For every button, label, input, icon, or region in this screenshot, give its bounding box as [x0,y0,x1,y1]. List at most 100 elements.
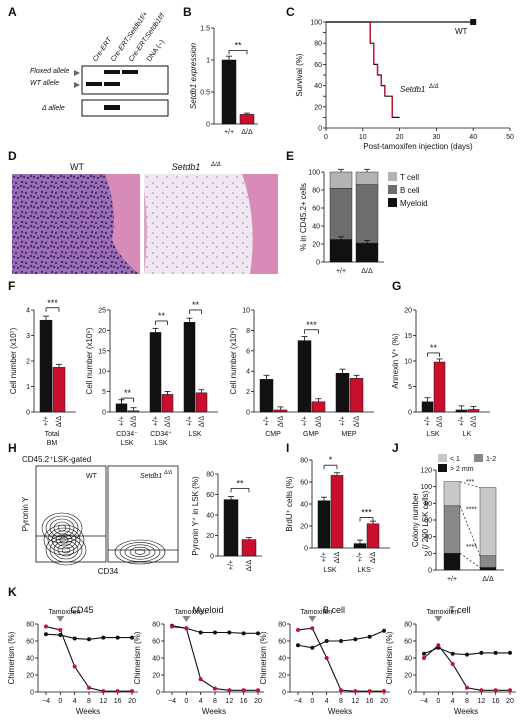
G-grp-wt-0: +/+ [425,416,432,426]
g-y-tick-label: 5 [408,384,412,391]
k3-y-tick-label: 0 [408,690,412,697]
h-contour-wt [45,515,79,541]
e-bar-0-0 [329,239,353,263]
h-label-ko-sup: Δ/Δ [163,470,173,476]
F2-grp-ko-2: Δ/Δ [199,416,206,428]
h-contour-ko [124,544,156,560]
g-y-label: Annexin V⁺ (%) [391,333,400,389]
panel-letter-e: E [286,149,294,163]
j-cat-1: Δ/Δ [482,576,494,583]
f3-y-tick-label: 4 [246,369,250,376]
e-legend-swatch-2 [388,198,397,207]
h-chart-y-tick-label: 20 [206,533,214,540]
c-y-label: Survival (%) [295,53,304,96]
e-legend-swatch-0 [388,172,397,181]
k0-point-0 [72,636,77,641]
k2-point-1 [296,627,300,632]
panel-letter-k: K [8,585,17,599]
panel-letter-a: A [8,5,17,19]
j-connector [459,481,481,488]
F1-cat-0: BM [47,440,58,447]
k2-x-tick-label: 12 [351,698,359,705]
k1-point-0 [213,630,217,635]
c-legend-ko: Setdb1 [400,85,425,94]
k0-point-0 [87,637,91,642]
k0-point-1 [44,624,48,629]
f3-y-tick-label: 10 [242,308,250,315]
k0-x-tick-label: 4 [73,698,77,705]
k0-tamoxifen-label: Tamoxifen [48,609,80,616]
F2-cat-1: LSK [154,440,168,447]
I-cat-0: LSK [323,567,337,574]
j-y-tick-label: 40 [424,534,432,541]
e-bar-0-1 [355,242,379,263]
k0-point-0 [58,633,63,638]
gel-label-delta: Δ allele [41,105,65,112]
gel-lane-label-3: DNA (–) [146,39,166,63]
k1-y-label: Chimerism (%) [133,631,142,684]
F2-grp-wt-2: +/+ [187,416,194,426]
F2-bar-ko-2 [195,392,208,413]
b-y-label: Setdb1 expression [189,42,198,109]
k3-y-tick-label: 20 [404,673,412,680]
j-legend-swatch-0 [438,454,447,462]
k2-point-0 [296,643,300,648]
k3-y-tick-label: 80 [404,622,412,629]
h-contour-wt [43,524,85,556]
d-bone-ko-left [144,174,147,274]
j-bar-2-0 [443,481,461,507]
j-sig-1: **** [466,507,477,514]
i-y-tick-label: 20 [300,524,308,531]
k0-point-1 [101,689,106,694]
j-legend-swatch-2 [438,464,447,472]
c-y-tick-label: 80 [314,41,322,48]
F1-grp-ko-0: Δ/Δ [56,416,63,428]
g-y-tick-label: 20 [404,308,412,315]
k3-point-1 [508,688,512,693]
I-grp-wt-0: +/+ [321,552,328,562]
b-bar-ko [239,114,255,125]
I-sig-0: * [329,455,333,465]
k2-y-tick-label: 0 [282,690,286,697]
f2-y-label: Cell number (x10⁵) [85,327,94,394]
k0-x-tick-label: 16 [114,698,122,705]
F3-grp-ko-2: Δ/Δ [354,416,361,428]
gel-label-wt: WT allele [30,80,59,87]
F2-sig-0: ** [124,388,132,398]
j-sig-0: *** [466,479,474,486]
k1-point-1 [184,626,189,631]
k3-x-tick-label: 20 [506,698,514,705]
j-bar-1-0 [443,505,461,554]
f1-y-tick-label: 4 [26,308,30,315]
k2-point-0 [382,628,386,633]
c-y-tick-label: 60 [314,62,322,69]
k3-point-1 [436,643,441,648]
G-grp-ko-0: Δ/Δ [437,416,444,428]
e-chart-y-tick-label: 100 [308,170,320,177]
h-contour-wt [51,530,77,550]
d-label-ko: Setdb1 [172,162,201,172]
b-bar-wt [221,59,237,125]
e-legend-swatch-1 [388,185,397,194]
F3-cat-1: GMP [303,431,319,438]
I-bar-ko-0 [330,475,344,549]
F2-grp-ko-0: Δ/Δ [131,416,138,428]
k2-x-tick-label: 20 [380,698,388,705]
F2-grp-ko-1: Δ/Δ [165,416,172,428]
k1-y-tick-label: 40 [152,656,160,663]
F1-bar-wt-0 [39,319,53,413]
k2-y-label: Chimerism (%) [259,631,268,684]
h-chart-y-tick-label: 0 [210,554,214,561]
G-cat-0: LSK [426,431,440,438]
j-y-tick-label: 60 [424,518,432,525]
k2-tamoxifen-label: Tamoxifen [300,609,332,616]
h-label-ko: Setdb1 [140,473,162,480]
F3-grp-ko-0: Δ/Δ [278,416,285,428]
F2-cat-0: LSK [120,440,134,447]
e-bar-1-0 [329,187,353,240]
b-chart-y-tick-label: 0 [206,122,210,129]
e-legend-label-1: B cell [400,186,420,195]
k3-x-tick-label: 12 [477,698,485,705]
k3-point-0 [450,651,455,656]
